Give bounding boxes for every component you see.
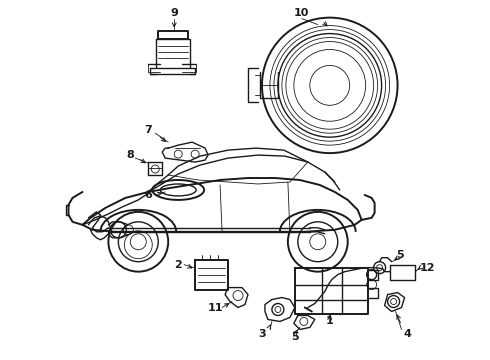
Text: 10: 10 (294, 8, 310, 18)
Text: 7: 7 (145, 125, 152, 135)
Text: 4: 4 (404, 329, 412, 339)
Text: 6: 6 (145, 190, 152, 200)
Text: 8: 8 (126, 150, 134, 160)
Text: 11: 11 (207, 302, 223, 312)
Text: 3: 3 (258, 329, 266, 339)
Text: 5: 5 (396, 250, 403, 260)
Text: 2: 2 (174, 260, 182, 270)
Text: 1: 1 (326, 316, 334, 327)
Text: 5: 5 (291, 332, 299, 342)
Text: 12: 12 (420, 263, 435, 273)
Text: 9: 9 (170, 8, 178, 18)
